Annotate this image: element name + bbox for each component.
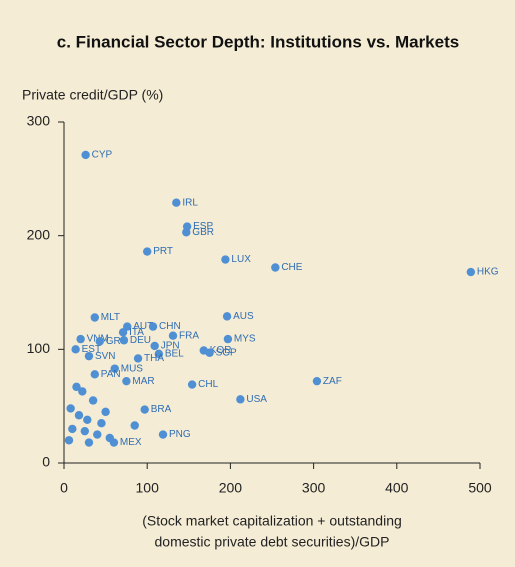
y-axis-label: Private credit/GDP (%)	[22, 87, 163, 103]
point	[88, 396, 98, 405]
point-label: AUT	[133, 321, 153, 332]
point-label: DEU	[130, 335, 151, 346]
y-tick-label: 100	[27, 340, 51, 356]
point	[90, 370, 99, 379]
point-label: AUS	[233, 311, 254, 322]
point	[154, 349, 164, 359]
y-tick-label: 200	[27, 226, 51, 242]
point	[66, 404, 75, 413]
point	[119, 336, 129, 345]
point	[466, 267, 476, 277]
point	[182, 228, 191, 237]
point	[205, 348, 214, 357]
point-label: MAR	[132, 376, 154, 387]
point-label: HKG	[477, 267, 499, 278]
point-label: BEL	[165, 349, 184, 360]
point	[150, 341, 159, 351]
point-label: MYS	[234, 334, 256, 345]
x-axis-label: domestic private debt securities)/GDP	[155, 534, 390, 550]
point	[172, 198, 181, 207]
point-label: JPN	[161, 341, 180, 352]
point	[95, 337, 104, 346]
point	[133, 354, 143, 363]
x-tick-label: 500	[468, 480, 492, 496]
point-label: KOR	[210, 345, 232, 356]
point	[90, 313, 99, 322]
x-axis-label: (Stock market capitalization + outstandi…	[142, 513, 402, 529]
point	[236, 395, 245, 404]
point-label: BRA	[151, 404, 172, 415]
point-label: GRC	[106, 336, 128, 347]
point	[76, 334, 85, 344]
point-label: SVN	[95, 351, 116, 362]
point	[81, 150, 90, 160]
point	[83, 415, 92, 425]
point-label: CHE	[281, 262, 302, 273]
point-label: PNG	[169, 429, 191, 440]
point-label: EST	[82, 344, 101, 355]
point-label: THA	[144, 353, 164, 364]
point-label: ZAF	[323, 376, 342, 387]
point	[148, 322, 158, 331]
point-label: CHN	[159, 321, 181, 332]
point-label: CHL	[198, 379, 218, 390]
point	[130, 421, 139, 430]
x-tick-label: 0	[60, 480, 68, 496]
point	[271, 263, 280, 272]
point	[122, 376, 131, 386]
chart-title: c. Financial Sector Depth: Institutions …	[57, 32, 459, 51]
x-tick-label: 300	[302, 480, 326, 496]
y-tick-label: 300	[27, 113, 51, 129]
point	[187, 380, 197, 389]
point	[222, 312, 232, 321]
point-label: MEX	[120, 437, 142, 448]
point-label: PRT	[153, 246, 173, 257]
point-label: ITA	[129, 327, 144, 338]
point	[93, 430, 102, 439]
point	[140, 405, 149, 414]
point	[97, 419, 106, 428]
point	[80, 426, 90, 436]
point	[143, 247, 152, 256]
point-label: MUS	[121, 363, 144, 374]
point-label: LUX	[231, 254, 251, 265]
y-tick-label: 0	[42, 454, 50, 470]
point	[158, 430, 168, 439]
point	[84, 438, 94, 447]
point	[110, 364, 119, 373]
point	[78, 387, 87, 396]
point	[74, 411, 84, 420]
point	[223, 334, 233, 344]
point	[68, 424, 77, 434]
point	[84, 351, 94, 361]
x-tick-label: 400	[385, 480, 409, 496]
point-label: MLT	[101, 312, 120, 323]
point	[312, 376, 322, 386]
point	[71, 345, 80, 354]
point-label: USA	[246, 394, 267, 405]
point-label: GBR	[192, 227, 214, 238]
point	[221, 255, 230, 264]
point-label: IRL	[182, 197, 198, 208]
point	[72, 382, 81, 392]
point	[168, 331, 178, 340]
point-label: SGP	[216, 347, 237, 358]
point-label: PAN	[101, 369, 121, 380]
x-tick-label: 100	[136, 480, 160, 496]
x-tick-label: 200	[219, 480, 243, 496]
point-label: FRA	[179, 330, 199, 341]
point	[118, 328, 128, 337]
point	[101, 407, 110, 417]
point	[105, 433, 114, 443]
point-label: CYP	[92, 150, 113, 161]
point	[64, 436, 74, 445]
point-label: ESP	[193, 221, 213, 232]
